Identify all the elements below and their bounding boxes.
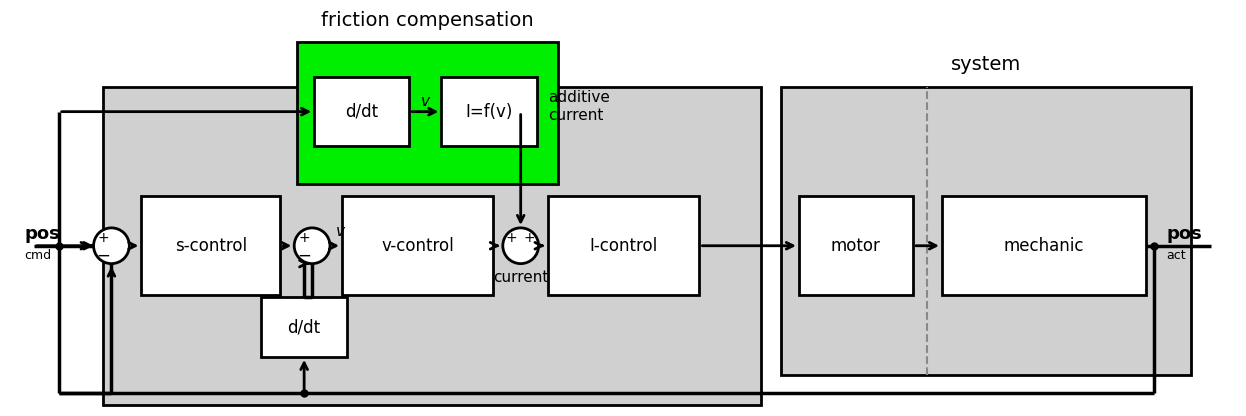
Text: act: act: [1166, 249, 1186, 262]
Text: v: v: [336, 224, 345, 239]
Text: system: system: [951, 55, 1022, 74]
Text: I=f(v): I=f(v): [465, 103, 512, 121]
Text: −: −: [298, 247, 312, 265]
Bar: [341, 196, 493, 295]
Circle shape: [294, 228, 330, 264]
Text: pos: pos: [24, 225, 60, 243]
Text: v: v: [421, 94, 430, 109]
Text: additive
current: additive current: [548, 91, 611, 123]
Bar: [314, 77, 410, 146]
Bar: [262, 297, 346, 357]
Bar: [781, 87, 1191, 375]
Text: +: +: [298, 231, 310, 245]
Text: −: −: [96, 247, 111, 265]
Bar: [441, 77, 537, 146]
Text: +: +: [506, 231, 517, 245]
Text: I-control: I-control: [589, 237, 658, 255]
Text: motor: motor: [831, 237, 881, 255]
Text: mechanic: mechanic: [1004, 237, 1084, 255]
Text: pos: pos: [1166, 225, 1202, 243]
Text: d/dt: d/dt: [345, 103, 379, 121]
Text: cmd: cmd: [24, 249, 51, 262]
Circle shape: [503, 228, 538, 264]
Bar: [103, 87, 761, 405]
Text: +: +: [523, 231, 536, 245]
Bar: [547, 196, 699, 295]
Circle shape: [93, 228, 130, 264]
Text: s-control: s-control: [174, 237, 247, 255]
Bar: [799, 196, 913, 295]
Text: +: +: [97, 231, 110, 245]
Bar: [942, 196, 1146, 295]
Bar: [298, 42, 558, 184]
Text: d/dt: d/dt: [288, 318, 320, 336]
Text: v-control: v-control: [381, 237, 454, 255]
Text: current: current: [493, 270, 548, 285]
Bar: [141, 196, 280, 295]
Text: friction compensation: friction compensation: [321, 11, 535, 30]
